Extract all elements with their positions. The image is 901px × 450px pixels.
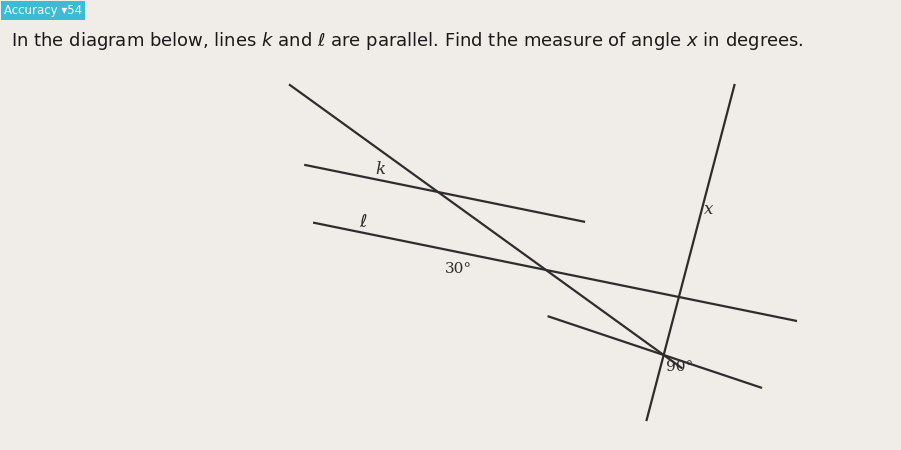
- Text: 30°: 30°: [445, 262, 472, 276]
- Text: Accuracy ▾54: Accuracy ▾54: [4, 4, 82, 17]
- Text: $\ell$: $\ell$: [359, 212, 367, 230]
- Text: k: k: [376, 161, 386, 178]
- Text: In the diagram below, lines $k$ and $\ell$ are parallel. Find the measure of ang: In the diagram below, lines $k$ and $\el…: [11, 30, 804, 52]
- Text: x: x: [704, 202, 713, 219]
- Text: 90°: 90°: [667, 360, 694, 374]
